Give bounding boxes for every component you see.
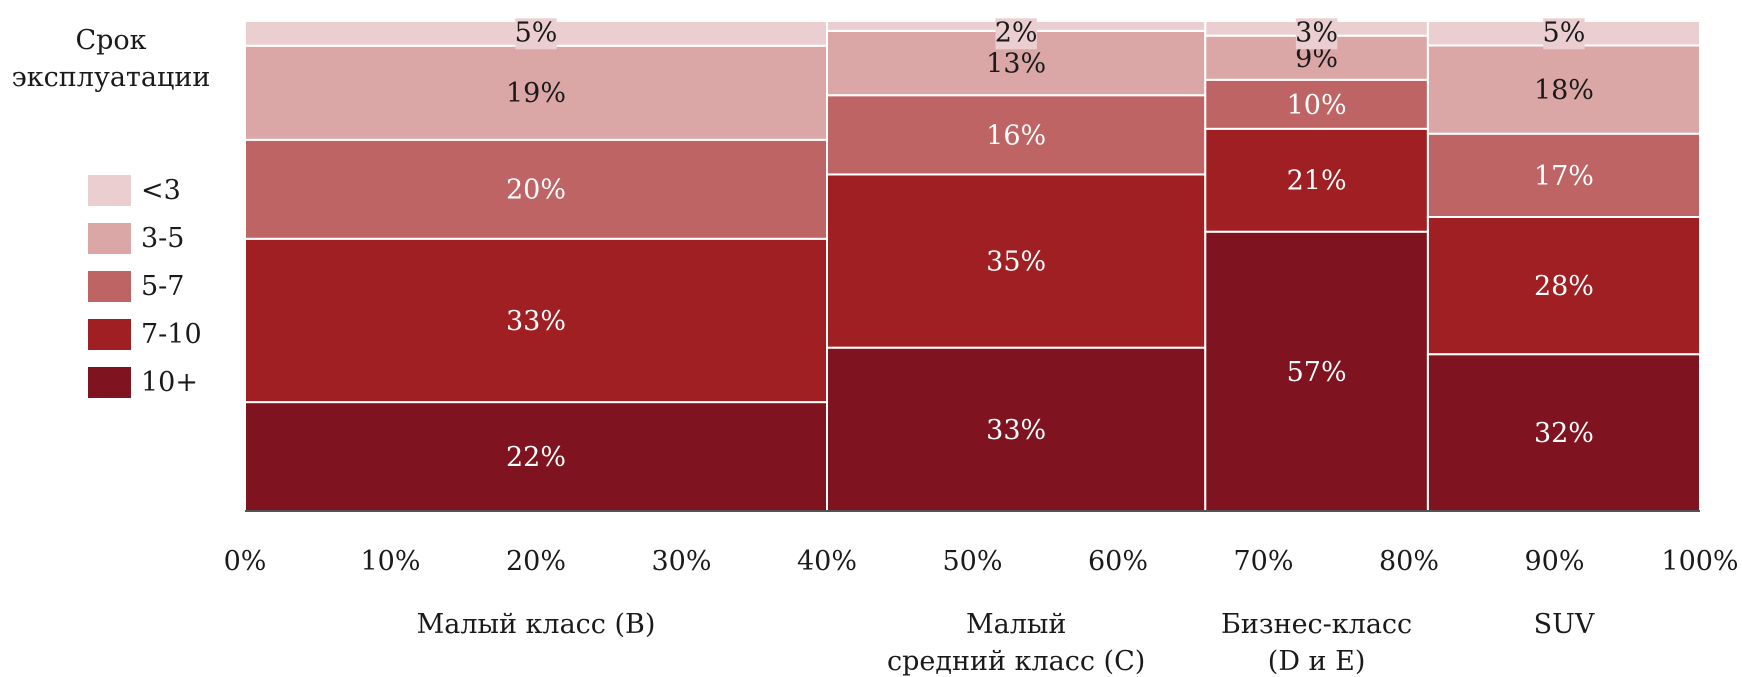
legend-swatch [88, 271, 131, 302]
legend-item-7-10: 7-10 [88, 319, 202, 350]
bar-segment [1204, 230, 1429, 512]
bar-segment [244, 138, 828, 240]
legend-label: 7-10 [141, 319, 202, 350]
bar-segment [826, 94, 1207, 176]
data-label: 28% [1534, 271, 1594, 302]
data-label-background [995, 18, 1037, 50]
data-label: 18% [1534, 75, 1594, 106]
bar-segment [1426, 132, 1702, 218]
legend-swatch [88, 175, 131, 206]
data-label-background [1543, 18, 1585, 50]
data-label: 33% [506, 306, 566, 337]
x-tick-label: 100% [1661, 546, 1738, 577]
data-label: 13% [986, 49, 1046, 80]
x-tick-label: 50% [942, 546, 1002, 577]
bar-segment [826, 346, 1207, 512]
legend-title: Срок эксплуатации [0, 22, 222, 96]
data-label: 3% [1295, 17, 1338, 48]
bar-segment [244, 237, 828, 404]
data-label: 17% [1534, 161, 1594, 192]
bar-segment [1426, 44, 1702, 135]
data-label: 2% [995, 17, 1038, 48]
data-label: 32% [1534, 418, 1594, 449]
legend-swatch [88, 223, 131, 254]
x-tick-label: 10% [360, 546, 420, 577]
data-label: 33% [986, 415, 1046, 446]
legend-swatch [88, 319, 131, 350]
x-tick-label: 90% [1524, 546, 1584, 577]
legend-item-3-5: 3-5 [88, 223, 202, 254]
data-label: 22% [506, 442, 566, 473]
category-label: (D и E) [1268, 646, 1366, 677]
category-label: Малый [966, 609, 1066, 640]
legend-title-line2: эксплуатации [11, 62, 211, 93]
data-label: 5% [1543, 17, 1586, 48]
data-label: 20% [506, 175, 566, 206]
x-tick-label: 60% [1088, 546, 1148, 577]
bar-segment [1426, 353, 1702, 513]
legend: <3 3-5 5-7 7-10 10+ [88, 175, 202, 415]
category-label: Малый класс (B) [417, 609, 656, 640]
data-label-background [515, 18, 557, 50]
legend-item-5-7: 5-7 [88, 271, 202, 302]
legend-label: 5-7 [141, 271, 185, 302]
x-tick-label: 70% [1233, 546, 1293, 577]
category-label: SUV [1534, 609, 1595, 640]
legend-item-under-3: <3 [88, 175, 202, 206]
bar-segment [244, 44, 828, 141]
x-tick-label: 0% [224, 546, 267, 577]
legend-swatch [88, 367, 131, 398]
data-label: 16% [986, 120, 1046, 151]
legend-label: <3 [141, 175, 181, 206]
data-label: 21% [1287, 166, 1347, 197]
legend-label: 10+ [141, 367, 198, 398]
category-label: Бизнес-класс [1221, 609, 1412, 640]
data-label-background [1295, 18, 1338, 50]
category-label: средний класс (C) [887, 646, 1145, 677]
bar-segment [1426, 216, 1702, 356]
bar-segment [826, 173, 1207, 349]
data-label: 19% [506, 78, 566, 109]
data-label: 5% [515, 17, 558, 48]
x-tick-label: 80% [1379, 546, 1439, 577]
bar-segment [244, 401, 828, 512]
legend-label: 3-5 [141, 223, 185, 254]
legend-item-10-plus: 10+ [88, 367, 202, 398]
bar-segment [1204, 127, 1429, 233]
x-tick-label: 20% [506, 546, 566, 577]
data-label: 35% [986, 247, 1046, 278]
x-tick-label: 40% [797, 546, 857, 577]
legend-title-line1: Срок [75, 25, 147, 56]
data-label: 10% [1287, 90, 1347, 121]
data-label: 57% [1287, 357, 1347, 388]
x-tick-label: 30% [651, 546, 711, 577]
